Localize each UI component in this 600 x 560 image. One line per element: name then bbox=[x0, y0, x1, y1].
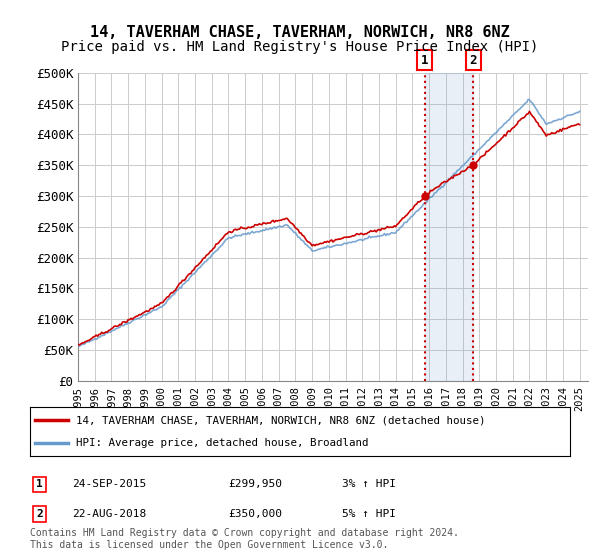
Text: 22-AUG-2018: 22-AUG-2018 bbox=[72, 509, 146, 519]
Text: 2: 2 bbox=[470, 54, 477, 67]
Text: Contains HM Land Registry data © Crown copyright and database right 2024.
This d: Contains HM Land Registry data © Crown c… bbox=[30, 528, 459, 550]
Text: 1: 1 bbox=[421, 54, 428, 67]
Text: 14, TAVERHAM CHASE, TAVERHAM, NORWICH, NR8 6NZ: 14, TAVERHAM CHASE, TAVERHAM, NORWICH, N… bbox=[90, 25, 510, 40]
Text: £299,950: £299,950 bbox=[228, 479, 282, 489]
Text: 24-SEP-2015: 24-SEP-2015 bbox=[72, 479, 146, 489]
Text: HPI: Average price, detached house, Broadland: HPI: Average price, detached house, Broa… bbox=[76, 438, 368, 448]
Bar bbox=[425, 73, 473, 381]
Text: 14, TAVERHAM CHASE, TAVERHAM, NORWICH, NR8 6NZ (detached house): 14, TAVERHAM CHASE, TAVERHAM, NORWICH, N… bbox=[76, 416, 485, 426]
Text: 1: 1 bbox=[36, 479, 43, 489]
Text: £350,000: £350,000 bbox=[228, 509, 282, 519]
Text: 5% ↑ HPI: 5% ↑ HPI bbox=[342, 509, 396, 519]
Text: 2: 2 bbox=[36, 509, 43, 519]
Text: Price paid vs. HM Land Registry's House Price Index (HPI): Price paid vs. HM Land Registry's House … bbox=[61, 40, 539, 54]
Text: 3% ↑ HPI: 3% ↑ HPI bbox=[342, 479, 396, 489]
